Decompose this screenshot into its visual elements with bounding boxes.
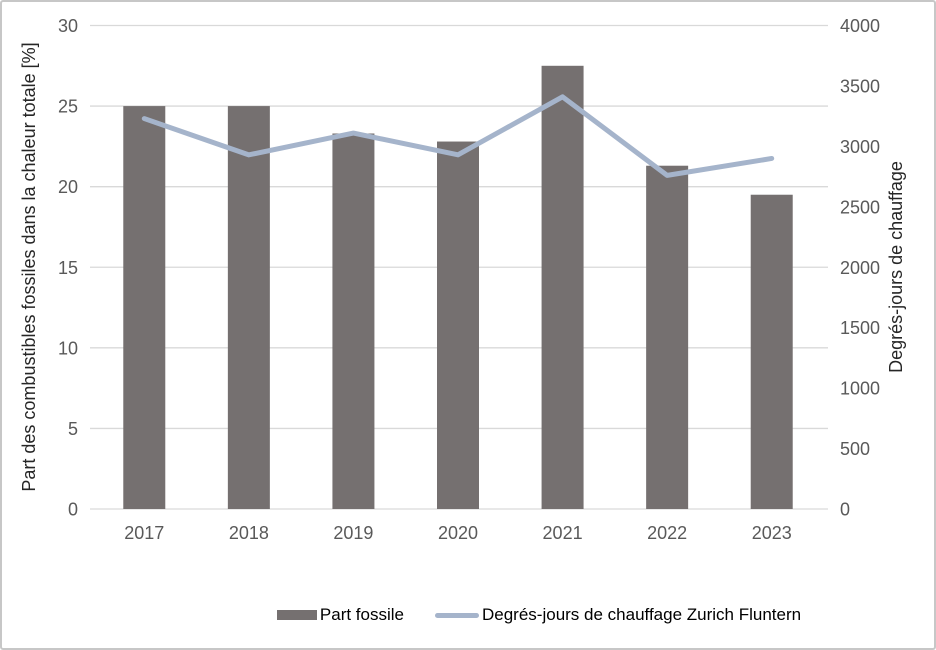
right-tick-label: 3000	[840, 137, 880, 157]
legend: Part fossile Degrés-jours de chauffage Z…	[2, 605, 934, 625]
bar-2019	[332, 133, 375, 509]
bar-2017	[123, 106, 166, 509]
left-axis-title: Part des combustibles fossiles dans la c…	[19, 42, 39, 491]
bar-2021	[541, 65, 584, 509]
x-tick-label: 2020	[438, 523, 478, 543]
right-tick-label: 4000	[840, 16, 880, 36]
right-tick-label: 1000	[840, 379, 880, 399]
legend-line-swatch	[435, 612, 479, 618]
legend-line-label: Degrés-jours de chauffage Zurich Flunter…	[482, 605, 802, 624]
degree-days-line	[141, 94, 775, 178]
right-tick-label: 500	[840, 439, 870, 459]
left-tick-label: 0	[68, 500, 78, 520]
bar-2023	[750, 194, 793, 509]
bar-2022	[646, 165, 689, 509]
x-tick-label: 2019	[333, 523, 373, 543]
left-tick-label: 25	[58, 97, 78, 117]
legend-bar-swatch	[276, 610, 317, 620]
left-tick-label: 5	[68, 419, 78, 439]
right-tick-label: 0	[840, 500, 850, 520]
right-tick-label: 2000	[840, 258, 880, 278]
right-tick-label: 2500	[840, 197, 880, 217]
right-axis-title: Degrés-jours de chauffage	[886, 161, 906, 373]
legend-bar-label: Part fossile	[319, 605, 404, 624]
left-tick-label: 10	[58, 338, 78, 358]
x-tick-label: 2017	[124, 523, 164, 543]
x-tick-label: 2021	[543, 523, 583, 543]
bar-2018	[227, 106, 270, 509]
left-tick-label: 15	[58, 258, 78, 278]
left-tick-label: 30	[58, 16, 78, 36]
bar-2020	[437, 141, 479, 510]
right-tick-label: 3500	[840, 76, 880, 96]
x-tick-label: 2018	[229, 523, 269, 543]
x-tick-label: 2023	[752, 523, 792, 543]
left-tick-label: 20	[58, 177, 78, 197]
x-tick-label: 2022	[647, 523, 687, 543]
right-tick-label: 1500	[840, 318, 880, 338]
